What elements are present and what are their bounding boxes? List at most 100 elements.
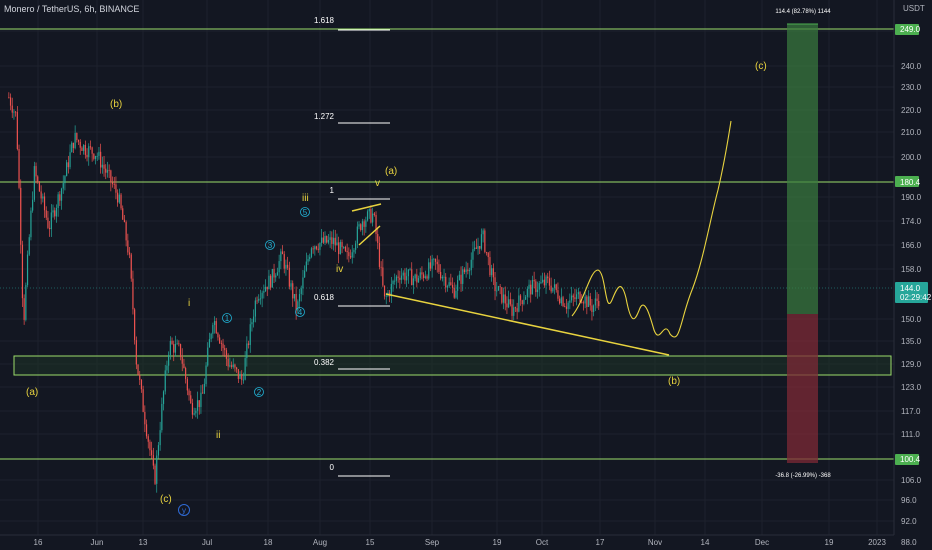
candle-body: [246, 343, 248, 359]
candle-body: [266, 286, 268, 290]
badge-top-bg: [895, 24, 919, 35]
candle-body: [230, 365, 233, 367]
drawings[interactable]: [351, 120, 732, 356]
price-axis[interactable]: USDT 240.0 230.0 220.0 210.0 200.0 190.0…: [893, 0, 932, 550]
candle-body: [132, 278, 134, 310]
candle-body: [21, 244, 24, 299]
candle-body: [542, 279, 544, 283]
candle-body: [162, 391, 165, 404]
candle-body: [157, 445, 160, 456]
candle-body: [166, 365, 168, 371]
candle-body: [52, 210, 54, 213]
candle-body: [67, 162, 69, 168]
candle-body: [584, 296, 586, 304]
candle-body: [509, 299, 511, 305]
time-tick-2023: 2023: [868, 538, 886, 547]
price-tick-230: 230.0: [901, 83, 922, 92]
candle-body: [543, 279, 545, 286]
candle-body: [395, 276, 398, 281]
candle-body: [281, 251, 284, 255]
candle-body: [349, 256, 352, 258]
candle-body: [489, 257, 491, 276]
candle-body: [111, 182, 114, 185]
candle-body: [106, 170, 109, 173]
badge-upper-bg: [895, 176, 919, 187]
candle-body: [183, 363, 185, 369]
candle-body: [450, 282, 452, 285]
time-axis[interactable]: 16 Jun 13 Jul 18 Aug 15 Sep 19 Oct 17 No…: [0, 534, 894, 547]
candle-body: [205, 365, 207, 384]
price-tick-190: 190.0: [901, 193, 922, 202]
candle-body: [382, 267, 384, 286]
wave-count-4: 4: [298, 308, 303, 317]
candle-body: [278, 261, 280, 273]
candle-body: [499, 286, 501, 288]
candle-body: [105, 168, 107, 173]
support-zone[interactable]: [13, 355, 892, 376]
candle-body: [535, 281, 537, 293]
candle-body: [312, 248, 314, 250]
candle-body: [468, 270, 471, 272]
candle-body: [569, 300, 571, 303]
candle-body: [159, 430, 161, 446]
candle-body: [161, 403, 163, 431]
candle-body: [516, 308, 518, 312]
candle-body: [149, 441, 151, 451]
candle-body: [208, 339, 211, 348]
candle-body: [86, 154, 88, 158]
wave-label-y-circle: [178, 504, 190, 516]
time-tick-16: 16: [34, 538, 43, 547]
candle-body: [224, 348, 226, 351]
candle-body: [66, 162, 68, 177]
time-tick-13: 13: [139, 538, 148, 547]
candle-body: [302, 277, 304, 289]
candle-body: [596, 298, 598, 301]
candle-body: [591, 305, 593, 312]
candle-body: [433, 258, 435, 260]
candle-body: [276, 272, 279, 276]
candle-body: [480, 234, 483, 249]
candle-body: [397, 276, 399, 278]
wave-count-5-circle: [300, 207, 310, 217]
candle-body: [173, 344, 175, 353]
candle-body: [185, 368, 187, 380]
wave-count-2-circle: [254, 387, 264, 397]
candle-body: [188, 390, 190, 396]
candle-body: [577, 292, 579, 295]
candle-body: [441, 276, 443, 279]
candle-body: [360, 224, 362, 231]
candle-body: [375, 214, 377, 235]
fib-retracement[interactable]: 1.618 1.272 1 0.618 0.382 0: [314, 16, 390, 477]
candle-body: [212, 324, 214, 334]
candle-body: [88, 146, 90, 158]
long-position-tool[interactable]: 114.4 (82.78%) 1144 -36.8 (-26.99%) -368: [775, 9, 831, 479]
candle-body: [458, 274, 460, 281]
candle-body: [438, 264, 440, 272]
symbol-title[interactable]: Monero / TetherUS, 6h, BINANCE: [4, 4, 140, 14]
loss-zone: [787, 314, 818, 463]
candle-body: [536, 289, 539, 293]
candle-body: [113, 184, 115, 185]
candle-body: [50, 212, 52, 230]
candle-body: [190, 395, 192, 404]
candle-body: [424, 276, 426, 278]
candle-body: [327, 239, 330, 243]
wave-count-5: 5: [303, 208, 308, 217]
badge-bottom-bg: [895, 454, 919, 465]
candle-body: [550, 285, 552, 292]
candle-body: [582, 302, 585, 304]
candle-body: [244, 358, 246, 380]
time-tick-nov: Nov: [648, 538, 662, 547]
wave-count-1: 1: [225, 314, 230, 323]
candle-body: [581, 302, 583, 303]
candle-body: [445, 276, 447, 288]
candles-group[interactable]: [8, 92, 600, 493]
candle-body: [383, 285, 386, 297]
candle-body: [125, 222, 127, 241]
candle-body: [372, 213, 374, 223]
candle-body: [562, 297, 564, 306]
wave-label-iii: iii: [302, 193, 309, 204]
candle-body: [11, 105, 13, 113]
candle-body: [171, 340, 173, 345]
